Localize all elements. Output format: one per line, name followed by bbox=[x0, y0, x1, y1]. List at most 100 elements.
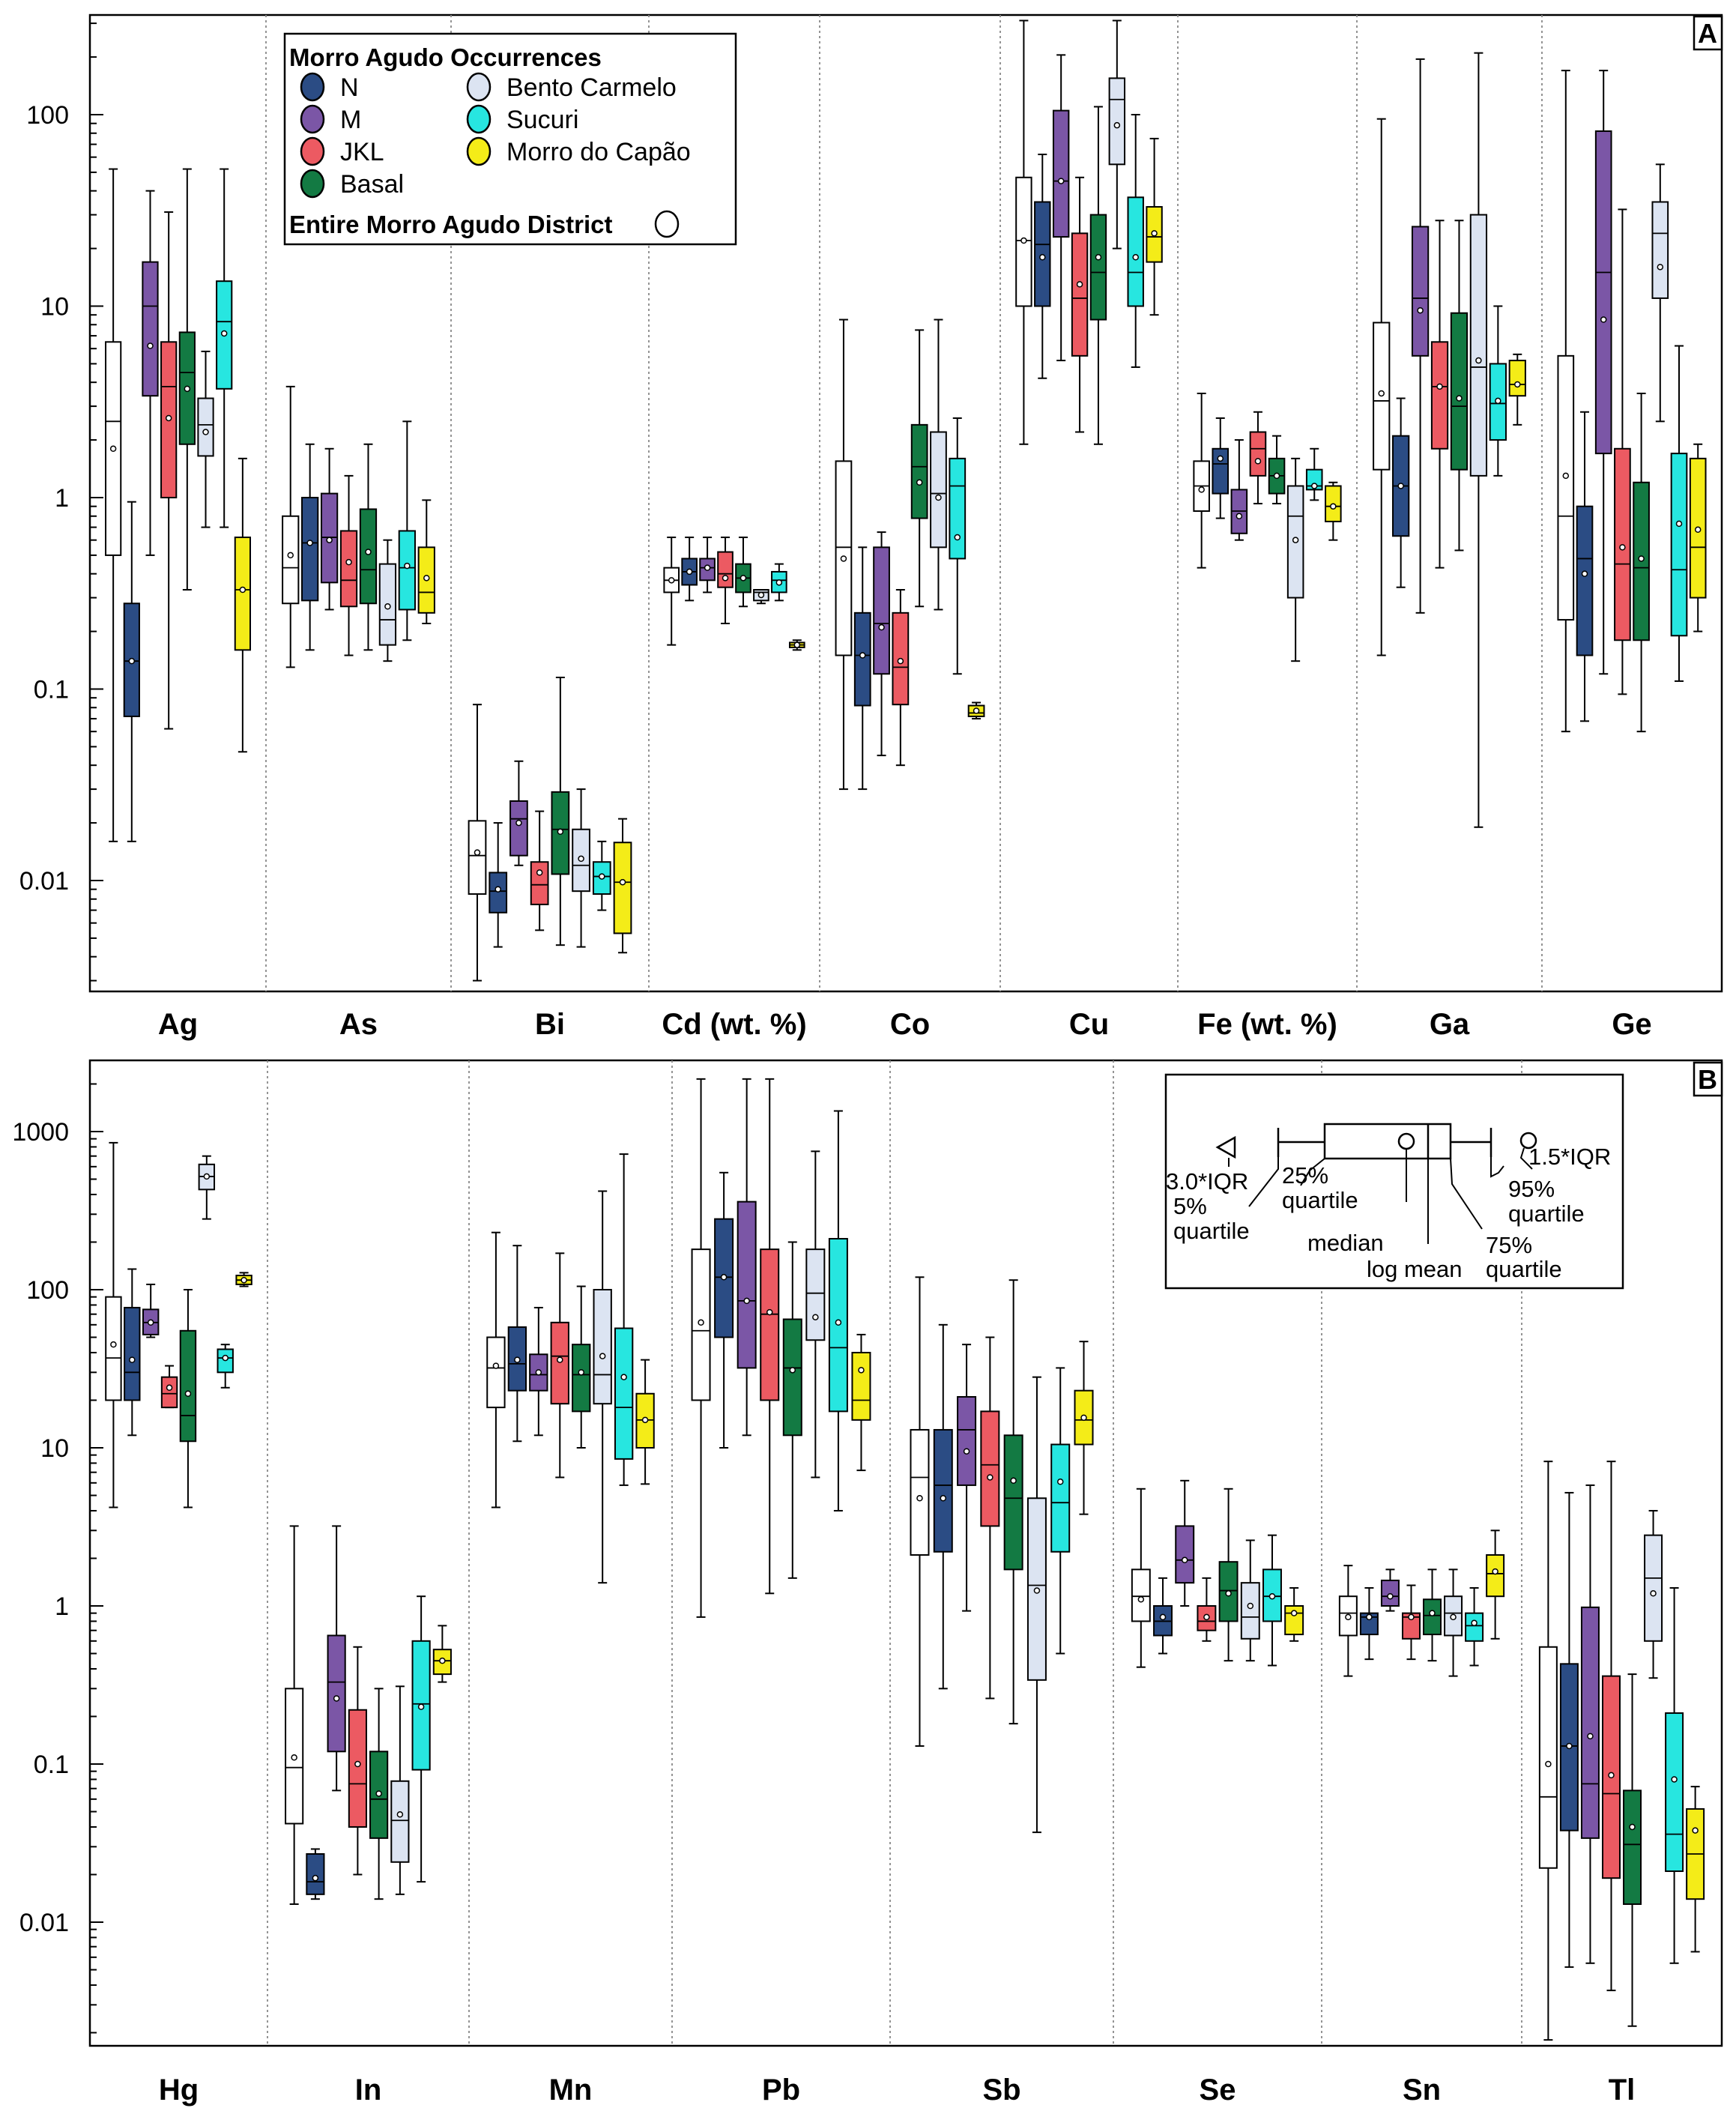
log-mean-marker bbox=[1268, 1592, 1276, 1600]
key-text-75b: quartile bbox=[1486, 1256, 1562, 1282]
box-basal bbox=[910, 329, 928, 608]
plot-frame bbox=[88, 13, 1723, 993]
legend-label: M bbox=[340, 106, 361, 134]
box-basal bbox=[1423, 1568, 1442, 1662]
log-mean-marker bbox=[1113, 121, 1121, 129]
box-bento-carmelo bbox=[1469, 52, 1488, 828]
y-tick-label: 0.01 bbox=[19, 867, 69, 896]
box-iqr bbox=[124, 1306, 141, 1401]
element-group-cd bbox=[663, 537, 805, 651]
legend-item-m: M bbox=[300, 104, 361, 134]
box-iqr bbox=[550, 1321, 569, 1405]
box-jkl bbox=[348, 1646, 367, 1876]
log-mean-marker bbox=[147, 1319, 154, 1326]
log-mean-marker bbox=[668, 577, 675, 584]
key-leader-5 bbox=[1248, 1157, 1279, 1207]
box-iqr bbox=[1071, 232, 1089, 357]
key-text-95: 95% bbox=[1508, 1176, 1555, 1202]
log-mean-marker bbox=[1587, 1733, 1594, 1740]
box-entire bbox=[282, 385, 300, 668]
element-group-cu bbox=[1015, 19, 1163, 445]
legend-item-morro-do-capao: Morro do Capão bbox=[466, 136, 691, 166]
x-axis-label: Pb bbox=[762, 2074, 800, 2107]
box-sucuri bbox=[771, 563, 787, 602]
key-text-5: 5% bbox=[1173, 1193, 1207, 1219]
y-tick-label: 100 bbox=[26, 1276, 69, 1305]
log-mean-marker bbox=[935, 494, 942, 501]
box-jkl bbox=[760, 1078, 780, 1595]
box-m bbox=[1052, 54, 1070, 362]
element-group-pb bbox=[691, 1078, 871, 1618]
box-n bbox=[1392, 397, 1410, 588]
box-jkl bbox=[1197, 1577, 1217, 1642]
key-logmean-marker bbox=[1397, 1132, 1415, 1150]
box-morro-do-capao bbox=[1146, 137, 1163, 316]
box-entire bbox=[1131, 1488, 1151, 1668]
legend-entire-label: Entire Morro Agudo District bbox=[289, 211, 612, 238]
box-m bbox=[327, 1525, 346, 1792]
legend-item-bento-carmelo: Bento Carmelo bbox=[466, 72, 677, 102]
box-m bbox=[1580, 1484, 1600, 1964]
legend-item-jkl: JKL bbox=[300, 136, 384, 166]
box-iqr bbox=[1305, 468, 1323, 491]
box-iqr bbox=[1108, 77, 1126, 166]
log-mean-marker bbox=[619, 878, 626, 886]
box-iqr bbox=[142, 261, 159, 397]
log-mean-marker bbox=[1492, 1568, 1498, 1575]
box-n bbox=[301, 443, 319, 651]
box-iqr bbox=[873, 546, 890, 675]
x-axis-label: Ge bbox=[1612, 1008, 1651, 1041]
element-group-se bbox=[1131, 1479, 1304, 1668]
y-tick-label: 100 bbox=[26, 101, 69, 130]
log-mean-marker bbox=[1254, 458, 1262, 465]
box-n bbox=[123, 501, 140, 842]
legend-item-sucuri: Sucuri bbox=[466, 104, 578, 134]
log-mean-marker bbox=[326, 537, 333, 543]
log-mean-marker bbox=[722, 575, 729, 582]
log-mean-marker bbox=[916, 479, 923, 486]
box-m bbox=[142, 1283, 160, 1338]
box-bento-carmelo bbox=[1026, 1376, 1047, 1834]
box-bento-carmelo bbox=[930, 318, 947, 611]
box-n bbox=[1359, 1586, 1379, 1661]
box-m bbox=[320, 447, 339, 611]
box-morro-do-capao bbox=[788, 639, 805, 651]
key-text-5b: quartile bbox=[1173, 1218, 1250, 1244]
box-jkl bbox=[717, 537, 734, 625]
legend-swatch bbox=[300, 169, 325, 199]
x-axis-label: Ga bbox=[1430, 1008, 1470, 1041]
box-iqr bbox=[1401, 1612, 1421, 1640]
box-m bbox=[873, 531, 890, 757]
box-iqr bbox=[489, 872, 508, 913]
log-mean-marker bbox=[1095, 254, 1102, 261]
box-iqr bbox=[1175, 1525, 1195, 1584]
box-iqr bbox=[1052, 109, 1070, 238]
box-iqr bbox=[1430, 341, 1449, 450]
box-morro-do-capao bbox=[1689, 443, 1707, 632]
log-mean-marker bbox=[375, 1790, 382, 1797]
x-axis-label: Bi bbox=[535, 1008, 565, 1041]
box-m bbox=[1594, 70, 1612, 675]
log-mean-marker bbox=[1387, 1592, 1394, 1600]
log-mean-marker bbox=[1020, 237, 1027, 244]
box-iqr bbox=[957, 1396, 977, 1486]
box-morro-do-capao bbox=[235, 1272, 252, 1287]
box-m bbox=[1230, 439, 1248, 541]
legend-item-basal: Basal bbox=[300, 169, 404, 199]
element-group-ge bbox=[1557, 70, 1707, 733]
box-iqr bbox=[1127, 196, 1144, 307]
box-iqr bbox=[1651, 201, 1669, 299]
log-mean-marker bbox=[1292, 537, 1299, 543]
box-entire bbox=[285, 1525, 304, 1905]
log-mean-marker bbox=[365, 549, 372, 555]
log-mean-marker bbox=[940, 1495, 947, 1502]
x-axis-label: Se bbox=[1200, 2074, 1236, 2107]
legend-label: Sucuri bbox=[506, 106, 578, 134]
log-mean-marker bbox=[1010, 1477, 1017, 1485]
box-bento-carmelo bbox=[1108, 19, 1126, 250]
log-mean-marker bbox=[1608, 1772, 1615, 1779]
log-mean-marker bbox=[1397, 483, 1404, 489]
box-iqr bbox=[486, 1336, 506, 1409]
log-mean-marker bbox=[184, 1390, 192, 1397]
box-jkl bbox=[160, 1365, 178, 1409]
